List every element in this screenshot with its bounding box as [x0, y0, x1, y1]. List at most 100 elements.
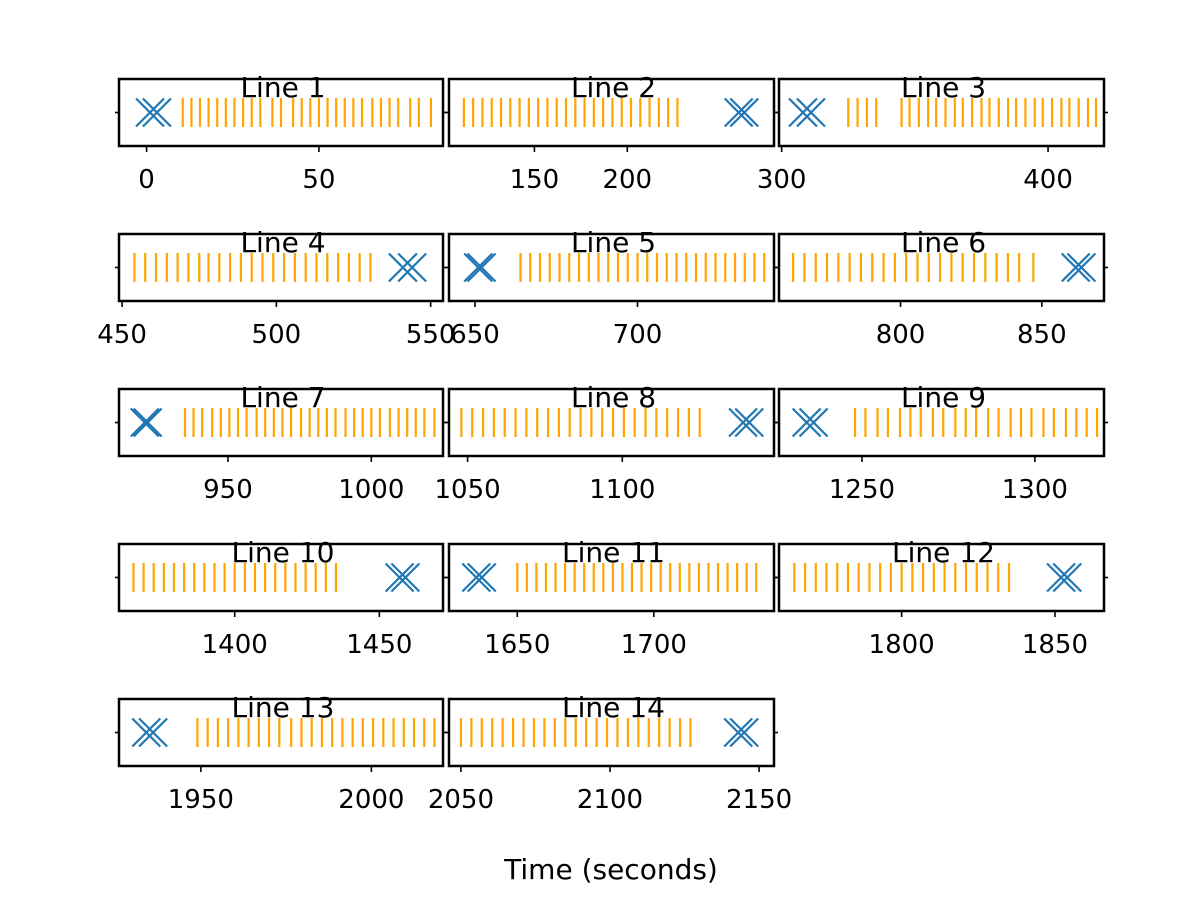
x-tick-label: 800	[876, 320, 926, 350]
x-marker-stroke	[130, 407, 160, 438]
subplot-line-6: Line 6 800 850	[775, 226, 1108, 350]
x-marker-stroke	[463, 252, 494, 283]
subplot-title: Line 4	[240, 226, 325, 259]
x-tick-label: 300	[757, 165, 807, 195]
x-marker-stroke	[142, 97, 172, 128]
subplot-title: Line 6	[901, 226, 986, 259]
subplot-line-4: Line 4 450 500 550	[97, 226, 455, 350]
x-tick-label: 1850	[1022, 630, 1088, 660]
x-tick-label: 1400	[202, 630, 268, 660]
x-marker-stroke	[390, 562, 421, 593]
x-marker-stroke	[791, 407, 822, 438]
x-tick-label: 1950	[168, 785, 234, 815]
subplot-title: Line 9	[901, 381, 986, 414]
x-marker	[466, 562, 497, 593]
x-tick-label: 1800	[869, 630, 935, 660]
x-tick-label: 2100	[577, 785, 643, 815]
subplot-line-1: Line 1 0 50	[115, 71, 447, 195]
x-marker	[135, 97, 165, 128]
x-marker-stroke	[723, 97, 754, 128]
subplot-title: Line 7	[240, 381, 325, 414]
x-tick-label: 1700	[621, 630, 687, 660]
x-marker	[798, 407, 829, 438]
subplot-line-2: Line 2 150 200	[445, 71, 778, 195]
x-marker	[728, 407, 758, 438]
x-tick-label: 1000	[338, 475, 404, 505]
x-marker	[1060, 252, 1091, 283]
x-marker	[138, 717, 168, 748]
x-marker-stroke	[1052, 562, 1082, 593]
x-marker-stroke	[466, 252, 497, 283]
x-tick-label: 850	[1017, 320, 1067, 350]
x-tick-label: 2050	[428, 785, 494, 815]
subplot-title: Line 2	[571, 71, 656, 104]
x-tick-label: 1650	[484, 630, 550, 660]
subplot-title: Line 8	[571, 381, 656, 414]
subplot-title: Line 12	[892, 536, 995, 569]
x-tick-label: 1300	[1002, 475, 1068, 505]
x-marker	[1046, 562, 1076, 593]
subplot-title: Line 13	[232, 691, 335, 724]
x-tick-label: 150	[510, 165, 560, 195]
subplot-title: Line 10	[232, 536, 335, 569]
subplot-title: Line 3	[901, 71, 986, 104]
x-tick-label: 1250	[829, 475, 895, 505]
x-tick-label: 450	[97, 320, 147, 350]
subplot-title: Line 1	[240, 71, 325, 104]
subplot-line-7: Line 7 950 1000	[115, 381, 447, 505]
x-marker-stroke	[734, 407, 765, 438]
x-marker	[466, 252, 497, 283]
x-tick-label: 400	[1023, 165, 1073, 195]
x-tick-label: 1450	[346, 630, 412, 660]
x-marker	[1052, 562, 1082, 593]
x-marker	[729, 97, 760, 128]
x-marker-stroke	[1046, 562, 1076, 593]
x-marker	[723, 97, 754, 128]
x-marker-stroke	[388, 252, 418, 283]
x-marker	[734, 407, 765, 438]
subplot-line-3: Line 3 300 400	[757, 71, 1108, 195]
x-marker-stroke	[397, 252, 427, 283]
x-marker	[796, 97, 826, 128]
x-marker-stroke	[135, 97, 165, 128]
x-marker	[132, 407, 163, 438]
x-marker	[729, 717, 759, 748]
x-tick-label: 0	[138, 165, 155, 195]
x-tick-label: 200	[602, 165, 652, 195]
x-tick-label: 650	[450, 320, 500, 350]
x-marker-stroke	[138, 717, 168, 748]
subplot-title: Line 11	[562, 536, 665, 569]
x-marker	[461, 562, 492, 593]
x-marker	[397, 252, 427, 283]
x-tick-label: 1100	[589, 475, 655, 505]
x-marker	[723, 717, 753, 748]
subplot-line-11: Line 11 1650 1700	[445, 536, 778, 660]
x-marker-stroke	[729, 97, 760, 128]
subplot-line-12: Line 12 1800 1850	[775, 536, 1108, 660]
subplot-line-9: Line 9 1250 1300	[775, 381, 1108, 505]
subplot-title: Line 14	[562, 691, 665, 724]
x-marker-stroke	[729, 717, 759, 748]
x-marker-stroke	[788, 97, 818, 128]
x-marker-stroke	[728, 407, 758, 438]
subplot-line-10: Line 10 1400 1450	[115, 536, 447, 660]
x-marker-stroke	[723, 717, 753, 748]
x-marker-stroke	[132, 407, 163, 438]
x-marker	[142, 97, 172, 128]
x-tick-label: 550	[406, 320, 456, 350]
x-marker-stroke	[1060, 252, 1091, 283]
x-marker	[390, 562, 421, 593]
subplot-title: Line 5	[571, 226, 656, 259]
x-marker	[1066, 252, 1097, 283]
subplot-line-14: Line 14 2050 2100 2150	[428, 691, 792, 815]
x-tick-label: 50	[302, 165, 335, 195]
x-marker-stroke	[798, 407, 829, 438]
x-marker-stroke	[1066, 252, 1097, 283]
x-marker-stroke	[384, 562, 415, 593]
x-tick-label: 2150	[726, 785, 792, 815]
x-marker	[463, 252, 494, 283]
x-marker	[791, 407, 822, 438]
subplot-line-13: Line 13 1950 2000	[115, 691, 447, 815]
x-marker	[130, 407, 160, 438]
